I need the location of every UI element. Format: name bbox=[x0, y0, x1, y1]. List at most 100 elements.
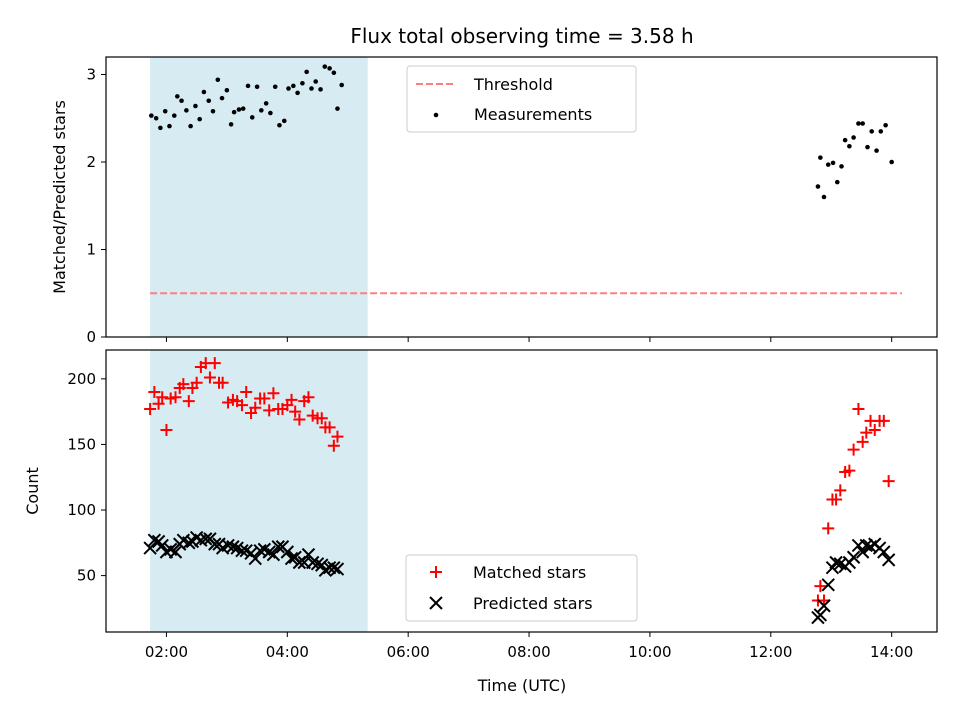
measurement-point bbox=[313, 79, 319, 84]
predicted-star-point bbox=[846, 550, 861, 564]
predicted-star-point bbox=[855, 545, 870, 559]
bottom-y-tick-label: 150 bbox=[67, 435, 96, 453]
measurement-point bbox=[206, 98, 212, 104]
measurement-point bbox=[201, 89, 207, 95]
measurement-point bbox=[818, 155, 823, 160]
measurement-point bbox=[335, 106, 340, 111]
matched-star-point bbox=[160, 424, 173, 437]
measurement-point bbox=[331, 70, 337, 76]
measurement-point bbox=[825, 162, 831, 167]
measurement-point bbox=[153, 115, 159, 121]
predicted-star-point bbox=[182, 536, 196, 550]
matched-star-point bbox=[843, 464, 856, 477]
measurement-point bbox=[162, 108, 168, 114]
measurement-point bbox=[184, 108, 189, 113]
legend-predicted-swatch bbox=[429, 596, 443, 610]
measurement-point bbox=[318, 87, 323, 92]
measurement-point bbox=[309, 86, 314, 91]
measurement-point bbox=[277, 122, 282, 128]
predicted-star-point bbox=[817, 599, 831, 613]
measurement-point bbox=[839, 164, 844, 169]
predicted-star-point bbox=[877, 545, 891, 559]
measurement-point bbox=[228, 122, 234, 127]
bottom-legend-box bbox=[405, 554, 638, 622]
measurement-point bbox=[197, 116, 202, 122]
measurement-point bbox=[188, 123, 193, 129]
matched-star-point bbox=[249, 401, 262, 414]
top-y-tick-label: 1 bbox=[86, 241, 96, 259]
top-y-tick-label: 0 bbox=[86, 328, 96, 346]
matched-star-point bbox=[856, 435, 869, 448]
measurement-point bbox=[171, 113, 177, 118]
legend-predicted-label: Predicted stars bbox=[473, 594, 593, 613]
matched-star-point bbox=[144, 403, 157, 416]
matched-star-point bbox=[852, 403, 865, 416]
measurement-point bbox=[249, 115, 255, 120]
measurement-point bbox=[856, 121, 861, 126]
matched-star-point bbox=[830, 493, 843, 506]
measurement-points bbox=[149, 64, 894, 200]
measurement-point bbox=[215, 77, 221, 83]
top-panel: 0 1 2 3 Matched/Predicted stars Threshold M… bbox=[50, 56, 938, 346]
predicted-star-point bbox=[881, 553, 896, 567]
measurement-point bbox=[322, 64, 328, 69]
matched-star-point bbox=[302, 391, 315, 404]
predicted-star-point bbox=[208, 537, 222, 551]
predicted-star-point bbox=[155, 538, 169, 553]
matched-star-point bbox=[156, 391, 169, 404]
predicted-star-point bbox=[305, 555, 320, 570]
measurement-point bbox=[304, 69, 309, 75]
matched-star-point bbox=[240, 385, 253, 398]
predicted-star-point bbox=[327, 561, 341, 575]
matched-star-point bbox=[860, 426, 873, 439]
measurement-point bbox=[167, 123, 172, 129]
matched-star-point bbox=[847, 443, 860, 456]
measurement-point bbox=[175, 94, 180, 99]
matched-star-point bbox=[323, 421, 336, 434]
top-y-ticks: 0 1 2 3 bbox=[86, 66, 106, 346]
measurement-point bbox=[219, 95, 225, 101]
predicted-star-point bbox=[284, 551, 299, 566]
measurement-point bbox=[878, 129, 884, 134]
measurement-point bbox=[874, 148, 879, 153]
x-tick-label: 12:00 bbox=[749, 643, 792, 661]
matched-star-point bbox=[877, 414, 890, 427]
top-y-tick-label: 2 bbox=[86, 153, 96, 171]
measurement-point bbox=[158, 125, 163, 131]
legend-matched-swatch bbox=[430, 566, 442, 578]
predicted-star-point bbox=[221, 538, 235, 553]
matched-star-point bbox=[293, 413, 306, 426]
x-tick-label: 10:00 bbox=[628, 643, 671, 661]
predicted-star-point bbox=[147, 533, 162, 547]
matched-star-point bbox=[177, 378, 190, 391]
bottom-y-tick-label: 50 bbox=[77, 567, 96, 585]
matched-star-point bbox=[289, 405, 302, 418]
measurement-point bbox=[263, 101, 269, 106]
measurement-point bbox=[210, 108, 216, 114]
legend-measurements-label: Measurements bbox=[474, 105, 592, 124]
matched-star-point bbox=[216, 376, 229, 389]
measurement-point bbox=[240, 106, 246, 111]
measurement-point bbox=[179, 98, 184, 104]
predicted-star-point bbox=[821, 578, 835, 592]
x-tick-label: 04:00 bbox=[266, 643, 309, 661]
predicted-star-point bbox=[813, 608, 828, 622]
measurement-point bbox=[860, 121, 865, 126]
predicted-star-point bbox=[226, 540, 240, 554]
measurement-point bbox=[245, 83, 251, 89]
matched-star-point bbox=[203, 371, 216, 384]
matched-star-point bbox=[327, 439, 340, 452]
matched-star-point bbox=[169, 391, 182, 404]
matched-star-point bbox=[868, 424, 881, 437]
measurement-point bbox=[889, 159, 894, 165]
x-tick-label: 08:00 bbox=[507, 643, 550, 661]
bottom-shaded-interval bbox=[150, 350, 368, 632]
measurement-point bbox=[224, 87, 230, 93]
top-x-ticks bbox=[165, 337, 893, 342]
predicted-star-point bbox=[280, 545, 295, 559]
measurement-point bbox=[291, 83, 296, 89]
matched-star-point bbox=[263, 404, 276, 417]
matched-star-point bbox=[182, 395, 195, 408]
measurement-point bbox=[830, 160, 836, 166]
bottom-axes-frame bbox=[105, 349, 938, 633]
